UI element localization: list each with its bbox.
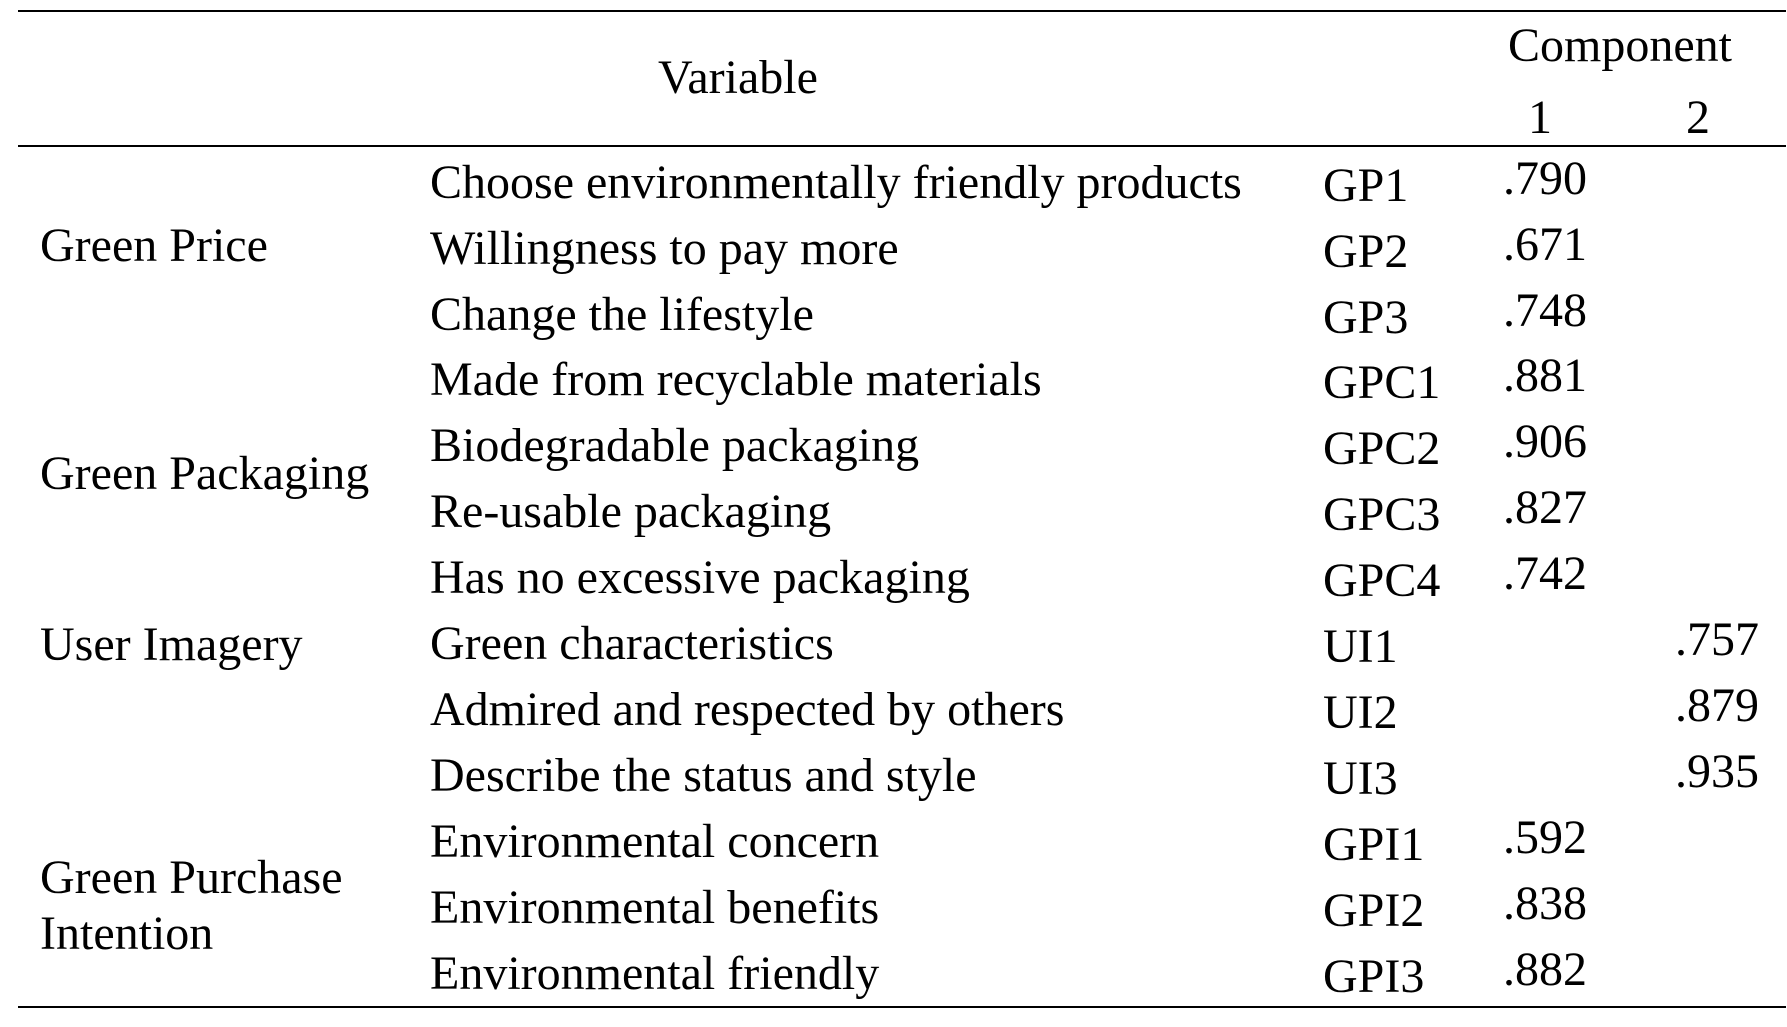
component-2-value: .935 <box>1675 745 1759 798</box>
item-code: GPI2 <box>1323 884 1425 937</box>
item-code: GPI3 <box>1323 950 1425 1003</box>
item-code: UI1 <box>1323 620 1398 673</box>
item-label: Environmental benefits <box>430 881 880 934</box>
component-1-value: .838 <box>1503 877 1587 930</box>
header-component: Component <box>1508 19 1732 72</box>
item-code: GPI1 <box>1323 818 1425 871</box>
item-code: GP3 <box>1323 291 1409 344</box>
table-bottom-rule <box>18 1006 1786 1008</box>
group-green-price: Green Price <box>40 218 268 274</box>
group-label: Green Packaging <box>40 447 370 500</box>
table-row: Environmental friendly GPI3 .882 <box>0 943 1787 1012</box>
item-label: Admired and respected by others <box>430 683 1065 736</box>
table-header-rule <box>18 145 1786 147</box>
table-row: Has no excessive packaging GPC4 .742 <box>0 547 1787 616</box>
item-label: Green characteristics <box>430 617 834 670</box>
table-row: Change the lifestyle GP3 .748 <box>0 284 1787 353</box>
table-row: Green characteristics UI1 .757 <box>0 613 1787 682</box>
component-1-value: .881 <box>1503 349 1587 402</box>
header-component-2: 2 <box>1686 91 1710 144</box>
component-1-value: .906 <box>1503 415 1587 468</box>
table-row: Environmental concern GPI1 .592 <box>0 811 1787 880</box>
component-1-value: .742 <box>1503 547 1587 600</box>
group-label: Green Purchase <box>40 851 343 904</box>
item-label: Has no excessive packaging <box>430 551 970 604</box>
component-1-value: .882 <box>1503 943 1587 996</box>
item-code: UI3 <box>1323 752 1398 805</box>
item-label: Choose environmentally friendly products <box>430 156 1242 209</box>
group-green-purchase-intention: Green Purchase Intention <box>40 850 343 962</box>
item-label: Made from recyclable materials <box>430 353 1042 406</box>
table-top-rule <box>18 10 1786 12</box>
table-row: Choose environmentally friendly products… <box>0 152 1787 221</box>
component-1-value: .592 <box>1503 811 1587 864</box>
component-2-value: .879 <box>1675 679 1759 732</box>
component-1-value: .671 <box>1503 218 1587 271</box>
table-row: Describe the status and style UI3 .935 <box>0 745 1787 814</box>
item-label: Willingness to pay more <box>430 222 899 275</box>
item-label: Environmental friendly <box>430 947 880 1000</box>
component-1-value: .827 <box>1503 481 1587 534</box>
group-label: User Imagery <box>40 618 303 671</box>
item-code: GPC2 <box>1323 422 1441 475</box>
table-row: Environmental benefits GPI2 .838 <box>0 877 1787 946</box>
item-code: GP1 <box>1323 159 1409 212</box>
table-row: Re-usable packaging GPC3 .827 <box>0 481 1787 550</box>
component-1-value: .790 <box>1503 152 1587 205</box>
header-variable: Variable <box>658 51 818 104</box>
header-component-1: 1 <box>1528 91 1552 144</box>
group-label: Green Price <box>40 219 268 272</box>
item-code: GPC4 <box>1323 554 1441 607</box>
item-label: Describe the status and style <box>430 749 977 802</box>
table-row: Biodegradable packaging GPC2 .906 <box>0 415 1787 484</box>
item-label: Re-usable packaging <box>430 485 832 538</box>
group-user-imagery: User Imagery <box>40 617 303 673</box>
item-code: GP2 <box>1323 225 1409 278</box>
item-label: Biodegradable packaging <box>430 419 920 472</box>
table-row: Admired and respected by others UI2 .879 <box>0 679 1787 748</box>
group-label: Intention <box>40 907 214 960</box>
component-2-value: .757 <box>1675 613 1759 666</box>
item-code: UI2 <box>1323 686 1398 739</box>
item-code: GPC1 <box>1323 356 1441 409</box>
table-row: Made from recyclable materials GPC1 .881 <box>0 349 1787 418</box>
table-row: Willingness to pay more GP2 .671 <box>0 218 1787 287</box>
item-code: GPC3 <box>1323 488 1441 541</box>
item-label: Environmental concern <box>430 815 880 868</box>
group-green-packaging: Green Packaging <box>40 446 369 502</box>
component-1-value: .748 <box>1503 284 1587 337</box>
item-label: Change the lifestyle <box>430 288 814 341</box>
